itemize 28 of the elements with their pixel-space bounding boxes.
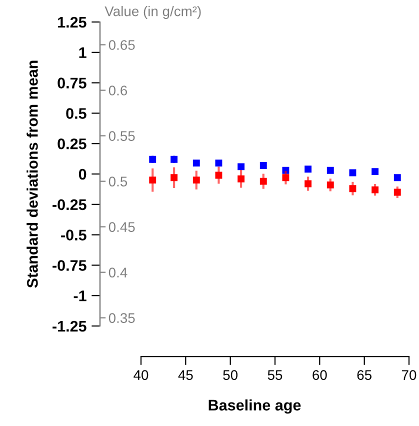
- y-tick-label: -0.75: [52, 260, 86, 271]
- y-tick-label: -0.25: [52, 199, 86, 210]
- y-tick-label: 0.75: [58, 78, 86, 88]
- y2-axis-title: Value (in g/cm²): [104, 6, 201, 19]
- y2-tick-label: 0.65: [108, 40, 135, 50]
- x-tick-label: 40: [134, 370, 148, 380]
- y2-tick-label: 0.45: [108, 222, 135, 232]
- x-tick-label: 65: [357, 370, 372, 380]
- y-tick-label: 0: [78, 168, 86, 180]
- y-tick-label: -0.5: [61, 230, 86, 240]
- y2-tick-label: 0.4: [108, 268, 128, 278]
- y-tick-label: -1.25: [52, 320, 86, 332]
- x-tick-label: 50: [223, 370, 238, 380]
- y2-tick-label: 0.35: [108, 313, 135, 323]
- y-tick-label: 0.25: [58, 138, 86, 150]
- y2-tick-label: 0.55: [108, 131, 135, 141]
- y2-tick-label: 0.5: [108, 176, 128, 186]
- y-tick-label: 0.5: [66, 108, 86, 119]
- x-tick-label: 70: [402, 370, 416, 380]
- y-tick-label: 1.25: [58, 16, 86, 28]
- x-tick-label: 55: [268, 370, 282, 380]
- y-axis-title: Standard deviations from mean: [26, 60, 38, 288]
- y2-tick-label: 0.6: [108, 86, 128, 96]
- y-tick-label: 1: [79, 47, 86, 58]
- y-tick-label: -1: [74, 290, 86, 302]
- x-tick-label: 60: [312, 370, 327, 380]
- x-axis-title: Baseline age: [208, 399, 301, 414]
- x-tick-label: 45: [178, 370, 193, 380]
